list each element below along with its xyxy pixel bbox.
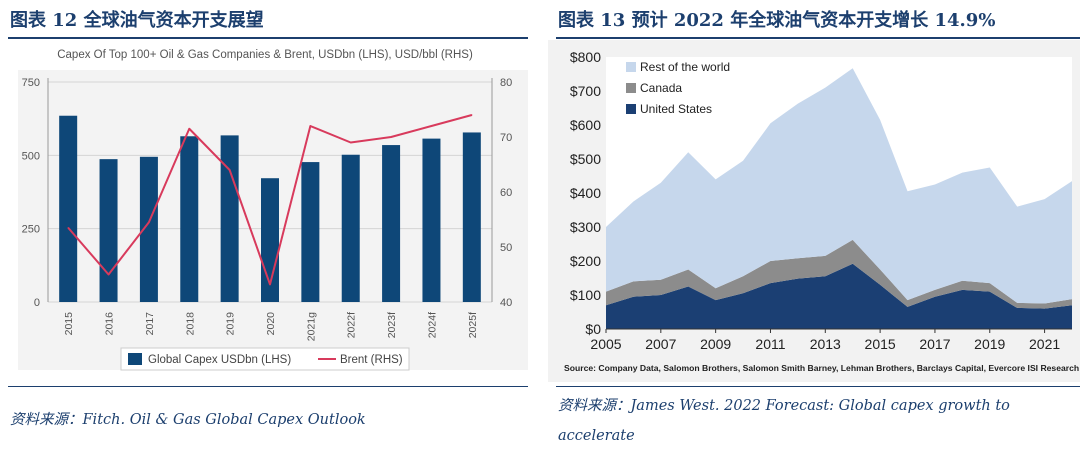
legend-swatch-capex <box>128 353 142 365</box>
legend-label-capex: Global Capex USDbn (LHS) <box>148 354 291 366</box>
right-bottom-rule <box>556 386 1080 387</box>
right-x-tick-label: 2011 <box>755 336 785 352</box>
capex-bar <box>220 135 239 302</box>
left-y-tick-label: 750 <box>22 77 40 89</box>
right-y-tick-label: $500 <box>570 151 601 167</box>
capex-bar <box>139 156 158 302</box>
right-y-tick-label: $600 <box>570 117 601 133</box>
right-y-tick-label: 50 <box>500 242 512 254</box>
left-figure-title: 图表 12 全球油气资本开支展望 <box>10 10 264 31</box>
brent-point <box>430 125 433 127</box>
legend-label-canada: Canada <box>640 81 682 95</box>
brent-point <box>67 227 69 229</box>
left-bottom-rule <box>8 386 528 387</box>
right-chart-source-note: Source: Company Data, Salomon Brothers, … <box>564 363 1079 373</box>
left-legend: Global Capex USDbn (LHS) Brent (RHS) <box>120 347 410 371</box>
left-x-tick-label: 2020 <box>265 312 277 336</box>
capex-bar <box>99 159 118 302</box>
capex-bar <box>462 132 481 302</box>
capex-bar <box>59 115 78 302</box>
right-x-tick-label: 2021 <box>1029 336 1060 352</box>
right-x-tick-label: 2009 <box>700 336 731 352</box>
right-x-tick-label: 2017 <box>919 336 950 352</box>
left-source: 资料来源：Fitch. Oil & Gas Global Capex Outlo… <box>10 412 366 428</box>
regional-capex-area-chart: $0 $100 $200 $300 $400 $500 $600 $700 $800 2005 20… <box>548 40 1080 382</box>
left-y-tick-label: 0 <box>34 297 40 309</box>
capex-bar <box>180 136 199 302</box>
right-x-tick-label: 2005 <box>590 336 621 352</box>
right-y-tick-label: 70 <box>500 132 512 144</box>
right-legend: Rest of the world Canada United States <box>626 60 730 116</box>
right-y-tick-label: $300 <box>570 219 601 235</box>
right-x-tick-label: 2019 <box>974 336 1005 352</box>
left-x-tick-label: 2024f <box>426 312 438 338</box>
brent-point <box>350 141 352 144</box>
left-x-tick-label: 2015 <box>63 312 75 336</box>
left-title-rule <box>8 37 528 39</box>
left-x-tick-label: 2016 <box>104 312 116 336</box>
right-source-line-1: 资料来源：James West. 2022 Forecast: Global c… <box>558 398 1010 414</box>
left-x-tick-label: 2022f <box>346 312 358 338</box>
legend-label-brent: Brent (RHS) <box>340 354 403 366</box>
right-y-tick-label: $400 <box>570 185 601 201</box>
legend-swatch-canada <box>626 83 636 93</box>
left-legend-box <box>120 347 410 371</box>
brent-point <box>309 125 311 127</box>
legend-label-united-states: United States <box>640 102 712 116</box>
brent-point <box>471 114 473 116</box>
legend-swatch-united-states <box>626 104 636 114</box>
left-x-tick-label: 2019 <box>225 312 237 336</box>
right-y-tick-label: 60 <box>500 187 512 199</box>
capex-bar <box>422 138 441 302</box>
right-x-tick-label: 2015 <box>865 336 896 352</box>
capex-brent-chart: Capex Of Top 100+ Oil & Gas Companies & … <box>18 49 528 371</box>
brent-point <box>148 221 150 223</box>
right-y-tick-label: $0 <box>585 321 601 337</box>
left-x-tick-label: 2017 <box>144 312 156 336</box>
right-y-tick-label: $800 <box>570 49 601 65</box>
brent-point <box>188 128 190 130</box>
right-y-tick-label: 80 <box>500 77 512 89</box>
legend-swatch-rest-of-the-world <box>626 62 636 72</box>
right-y-tick-label: 40 <box>500 297 512 309</box>
area-rest-of-the-world <box>606 68 1072 304</box>
legend-label-rest-of-the-world: Rest of the world <box>640 60 730 74</box>
left-chart-title: Capex Of Top 100+ Oil & Gas Companies & … <box>57 49 473 61</box>
right-y-tick-label: $700 <box>570 83 601 99</box>
brent-point <box>229 169 231 171</box>
right-y-tick-label: $100 <box>570 287 601 303</box>
right-y-tick-label: $200 <box>570 253 601 269</box>
right-figure-panel: 图表 13 预计 2022 年全球油气资本开支增长 14.9% $0 $100 $2… <box>548 0 1080 452</box>
brent-point <box>269 283 271 285</box>
right-x-tick-label: 2007 <box>645 336 676 352</box>
right-figure-title: 图表 13 预计 2022 年全球油气资本开支增长 14.9% <box>558 10 996 31</box>
right-source-line-2: accelerate <box>558 428 635 444</box>
right-x-tick-label: 2013 <box>810 336 841 352</box>
left-y-tick-label: 500 <box>22 150 40 162</box>
left-x-tick-label: 2023f <box>386 312 398 338</box>
left-x-tick-label: 2025f <box>467 312 479 338</box>
area-canada <box>606 239 1072 309</box>
brent-point <box>107 273 110 276</box>
capex-bar <box>382 145 401 302</box>
left-y-tick-label: 250 <box>22 224 40 236</box>
capex-bar <box>301 162 320 302</box>
brent-point <box>390 136 392 138</box>
left-figure-panel: 图表 12 全球油气资本开支展望 Capex Of Top 100+ Oil &… <box>0 0 528 452</box>
right-title-rule <box>556 37 1080 39</box>
area-united-states <box>606 263 1072 329</box>
capex-bar <box>341 154 360 302</box>
left-x-tick-label: 2021g <box>305 312 317 341</box>
left-x-tick-label: 2018 <box>184 312 196 336</box>
